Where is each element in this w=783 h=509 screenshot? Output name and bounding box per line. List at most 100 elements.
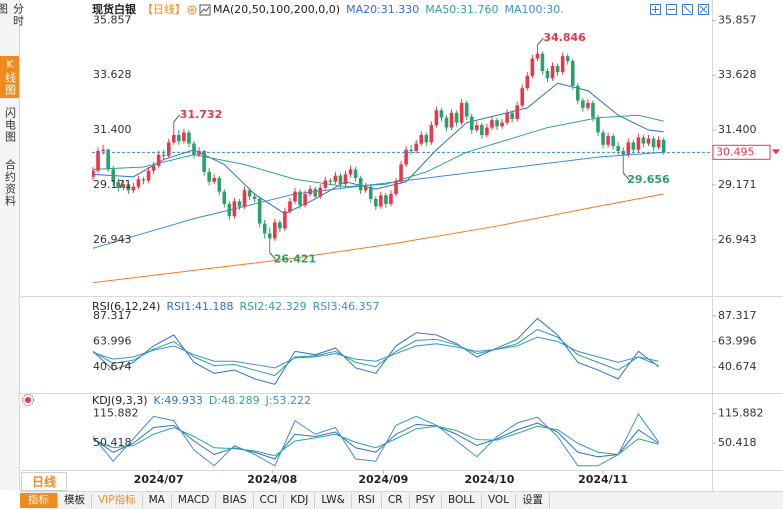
toolbar-item[interactable]: 指标 — [20, 493, 58, 508]
candle-body — [540, 53, 545, 71]
toolbar-item[interactable]: LW& — [315, 493, 352, 508]
toolbar-item[interactable]: RSI — [352, 493, 382, 508]
icon[interactable] — [650, 4, 661, 15]
x-tick-label: 2024/11 — [578, 473, 628, 486]
candle-body — [384, 195, 388, 204]
toolbar-item[interactable]: VIP指标 — [92, 493, 143, 508]
sidebar: 分时图 K线图 闪电图 合约资料 — [0, 0, 25, 490]
ma-icon — [200, 6, 210, 14]
plot — [92, 317, 659, 385]
toolbar-item[interactable]: 设置 — [516, 493, 551, 508]
legend-entry: K:49.933 — [154, 394, 203, 407]
candle-body — [242, 190, 247, 207]
candle-body — [257, 198, 262, 224]
candle-body — [247, 190, 252, 197]
panel-header: RSI(6,12,24) RSI1:41.188 RSI2:42.329 RSI3:4… — [92, 300, 380, 313]
extreme-leader — [537, 37, 544, 46]
y-tick-label: 35.857 — [718, 13, 757, 26]
x-tick-label: 2024/08 — [247, 473, 297, 486]
toolbar-item[interactable]: MA — [143, 493, 172, 508]
candle-body — [439, 110, 444, 118]
candle-body — [96, 150, 100, 171]
candle-body — [156, 154, 161, 166]
legend-entry: MA50:31.760 — [425, 3, 498, 16]
candle-body — [182, 132, 186, 142]
candle-body — [333, 175, 338, 182]
candle-body — [545, 70, 550, 79]
candle-body — [146, 170, 151, 181]
legend-entry: D:48.289 — [209, 394, 260, 407]
plot — [92, 45, 666, 284]
candle-body — [570, 61, 575, 86]
candle-body — [500, 122, 504, 127]
candle-body — [656, 139, 661, 148]
add-icon — [187, 5, 197, 15]
toolbar-item[interactable]: 模板 — [58, 493, 92, 508]
candle-body — [631, 142, 636, 150]
toolbar-item[interactable]: CR — [382, 493, 410, 508]
last-price-label: 30.495 — [716, 145, 755, 158]
high-label: 31.732 — [180, 108, 222, 121]
candle-body — [121, 184, 126, 188]
sidebar-tab[interactable]: 闪电图 — [3, 107, 17, 143]
candle-body — [358, 178, 363, 191]
extreme-leader — [269, 252, 277, 260]
toolbar-item[interactable]: MACD — [172, 493, 217, 508]
candle-body — [601, 132, 605, 145]
indicator-line — [92, 413, 660, 467]
indicator-line — [92, 114, 664, 188]
candle-body — [111, 169, 115, 182]
candle-body — [136, 179, 141, 187]
x-tick-label: 2024/07 — [134, 473, 184, 486]
icon[interactable] — [666, 4, 677, 15]
candle-body — [495, 120, 499, 127]
candle-body — [273, 222, 277, 239]
toolbar-item[interactable]: BIAS — [216, 493, 254, 508]
candle-body — [454, 112, 459, 123]
sidebar-tab[interactable]: K线图 — [0, 56, 19, 98]
candle-body — [419, 134, 424, 144]
icon[interactable] — [682, 4, 693, 15]
legend-entry: MA20:31.330 — [346, 3, 419, 16]
toolbar-item[interactable]: CCI — [254, 493, 285, 508]
candle-body — [576, 85, 580, 101]
toolbar-item[interactable]: BOLL — [442, 493, 482, 508]
toolbar-item[interactable]: PSY — [410, 493, 442, 508]
candle-body — [318, 187, 323, 197]
candle-body — [222, 191, 227, 204]
legend-entry: RSI2:42.329 — [240, 300, 307, 313]
candle-body — [626, 142, 631, 155]
y-tick-label: 87.317 — [718, 309, 757, 322]
legend-entry: RSI1:41.188 — [166, 300, 233, 313]
candle-body — [353, 169, 358, 179]
candle-body — [363, 186, 368, 191]
candle-body — [646, 138, 651, 144]
sidebar-tab[interactable]: 合约资料 — [3, 159, 17, 207]
candle-body — [303, 194, 307, 206]
toolbar-item[interactable]: KDJ — [284, 493, 316, 508]
candle-body — [177, 134, 181, 142]
candle-body — [106, 149, 110, 170]
x-tick-label: 2024/09 — [358, 473, 408, 486]
last-price-marker — [772, 149, 780, 155]
candle-body — [424, 134, 429, 143]
candle-body — [368, 186, 373, 199]
icon — [22, 394, 34, 406]
chart-area: 35.857 35.857 33.628 33.628 31.400 31.400 29.1… — [20, 0, 783, 491]
toolbar-item[interactable]: VOL — [482, 493, 517, 508]
candle-body — [92, 170, 95, 177]
candle-body — [172, 134, 176, 143]
ma-icon — [199, 4, 211, 16]
candle-body — [636, 137, 641, 150]
candle-body — [480, 125, 484, 135]
y-tick-label: 63.996 — [93, 335, 132, 348]
candle-body — [560, 56, 565, 73]
period-button[interactable]: 日线 — [21, 472, 67, 491]
candle-body — [192, 143, 196, 155]
icon[interactable] — [698, 4, 709, 15]
candle-body — [490, 120, 494, 128]
candle-body — [166, 142, 171, 156]
candle-body — [661, 139, 666, 153]
candle-body — [379, 195, 383, 207]
